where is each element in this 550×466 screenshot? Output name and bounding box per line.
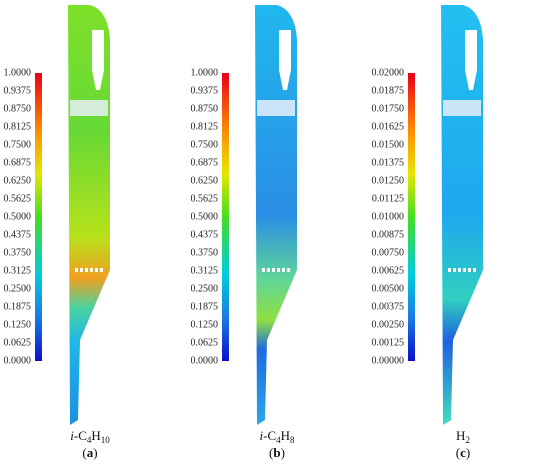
label-part: H — [91, 428, 100, 443]
colorbar-tick-label: 0.4375 — [4, 229, 32, 240]
colorbar-tick-label: 0.6250 — [4, 175, 32, 186]
label-part: 2 — [465, 435, 470, 445]
label-part: H — [456, 428, 465, 443]
colorbar-tick-label: 0.7500 — [4, 139, 32, 150]
colorbar-tick-label: 0.8750 — [4, 103, 32, 114]
letter-part: b — [273, 445, 280, 460]
colorbar-tick-label: 0.3125 — [191, 265, 219, 276]
label-part: i — [259, 428, 263, 443]
colorbar-tick-label: 0.00250 — [372, 319, 405, 330]
colorbar-tick-label: 0.2500 — [191, 283, 219, 294]
letter-part: ( — [456, 445, 460, 460]
colorbar-tick-label: 0.00875 — [372, 229, 405, 240]
panel-letter: (a) — [82, 445, 97, 460]
colorbar-tick-label: 0.8750 — [191, 103, 219, 114]
panel: 1.0000 0.9375 0.8750 0.8125 0.7500 0.6875 0.62… — [4, 5, 110, 460]
panel: 0.02000 0.01875 0.01750 0.01625 0.01500 0.013… — [372, 5, 483, 460]
label-part: i — [70, 428, 74, 443]
colorbar-tick-label: 0.2500 — [4, 283, 32, 294]
colorbar-tick-label: 0.7500 — [191, 139, 219, 150]
colorbar-tick-label: 0.4375 — [191, 229, 219, 240]
colorbar-tick-label: 0.01125 — [372, 193, 404, 204]
colorbar-tick-label: 0.0625 — [191, 337, 219, 348]
colorbar-tick-label: 0.00500 — [372, 283, 405, 294]
colorbar-tick-label: 0.00125 — [372, 337, 405, 348]
letter-part: ) — [466, 445, 470, 460]
colorbar-tick-label: 0.3125 — [4, 265, 32, 276]
colorbar-tick-label: 0.6250 — [191, 175, 219, 186]
colorbar — [222, 73, 229, 361]
label-part: -C — [263, 428, 276, 443]
colorbar-tick-label: 0.5625 — [191, 193, 219, 204]
colorbar-tick-label: 1.0000 — [191, 67, 219, 78]
letter-part: ( — [269, 445, 273, 460]
label-part: 4 — [87, 435, 92, 445]
colorbar-tick-label: 0.01375 — [372, 157, 405, 168]
letter-part: c — [460, 445, 466, 460]
letter-part: ) — [93, 445, 97, 460]
colorbar-tick-label: 0.00625 — [372, 265, 405, 276]
species-label: i-C4H8 — [259, 428, 295, 445]
colorbar-tick-label: 1.0000 — [4, 67, 32, 78]
nozzle — [279, 30, 291, 90]
colorbar-tick-label: 0.1250 — [191, 319, 219, 330]
colorbar-tick-label: 0.0625 — [4, 337, 32, 348]
species-label: H2 — [456, 428, 470, 445]
label-part: H — [281, 428, 290, 443]
species-label: i-C4H10 — [70, 428, 110, 445]
colorbar-tick-label: 0.01250 — [372, 175, 405, 186]
colorbar-tick-label: 0.00750 — [372, 247, 405, 258]
colorbar-tick-label: 0.1875 — [4, 301, 32, 312]
colorbar-tick-label: 0.5000 — [4, 211, 32, 222]
colorbar-tick-label: 0.5625 — [4, 193, 32, 204]
colorbar-tick-label: 0.5000 — [191, 211, 219, 222]
grid-plate — [443, 100, 481, 116]
colorbar-tick-label: 0.6875 — [191, 157, 219, 168]
nozzle — [92, 30, 104, 90]
colorbar-tick-label: 0.02000 — [372, 67, 405, 78]
panel: 1.0000 0.9375 0.8750 0.8125 0.7500 0.6875 0.62… — [191, 5, 297, 460]
colorbar-tick-label: 0.9375 — [4, 85, 32, 96]
colorbar-tick-label: 0.6875 — [4, 157, 32, 168]
label-part: 8 — [290, 435, 295, 445]
panel-letter: (c) — [456, 445, 470, 460]
grid-plate — [257, 100, 295, 116]
colorbar — [35, 73, 42, 361]
colorbar-tick-label: 0.00375 — [372, 301, 405, 312]
colorbar-tick-label: 0.8125 — [4, 121, 32, 132]
colorbar-tick-label: 0.3750 — [4, 247, 32, 258]
colorbar-tick-label: 0.01000 — [372, 211, 405, 222]
label-part: 10 — [101, 435, 111, 445]
colorbar-tick-label: 0.01625 — [372, 121, 405, 132]
letter-part: a — [87, 445, 94, 460]
colorbar-tick-label: 0.9375 — [191, 85, 219, 96]
colorbar-tick-label: 0.0000 — [4, 355, 32, 366]
grid-plate — [70, 100, 108, 116]
panel-letter: (b) — [269, 445, 285, 460]
letter-part: ( — [82, 445, 86, 460]
letter-part: ) — [281, 445, 285, 460]
colorbar-tick-label: 0.01750 — [372, 103, 405, 114]
colorbar-tick-label: 0.3750 — [191, 247, 219, 258]
label-part: -C — [74, 428, 87, 443]
nozzle — [465, 30, 477, 90]
colorbar-tick-label: 0.01500 — [372, 139, 405, 150]
colorbar — [408, 73, 415, 361]
colorbar-tick-label: 0.0000 — [191, 355, 219, 366]
label-part: 4 — [276, 435, 281, 445]
colorbar-tick-label: 0.01875 — [372, 85, 405, 96]
colorbar-tick-label: 0.1250 — [4, 319, 32, 330]
colorbar-tick-label: 0.1875 — [191, 301, 219, 312]
colorbar-tick-label: 0.8125 — [191, 121, 219, 132]
colorbar-tick-label: 0.00000 — [372, 355, 405, 366]
